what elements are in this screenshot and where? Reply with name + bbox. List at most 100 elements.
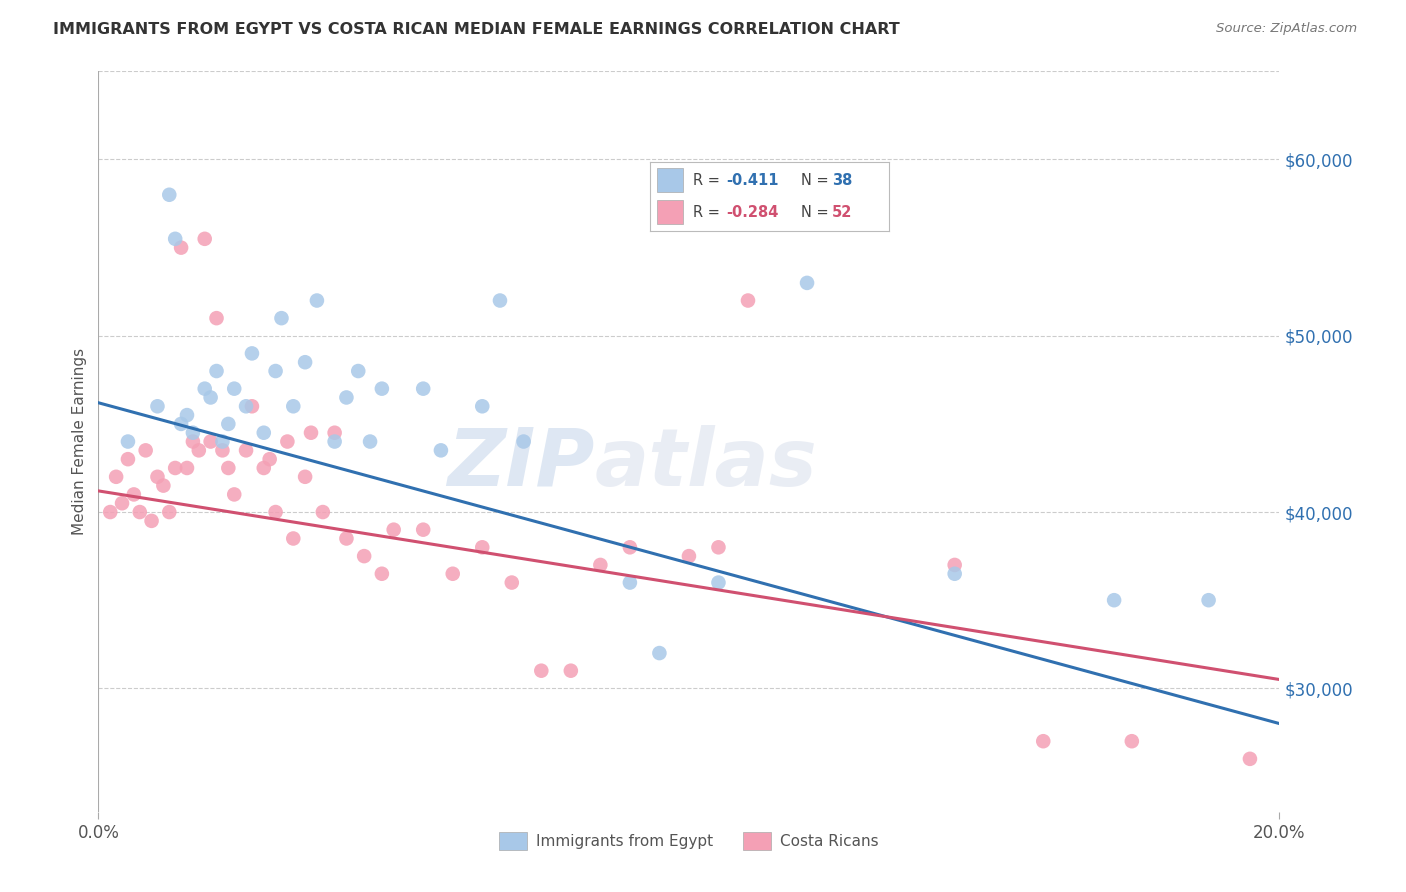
Point [707, 575, 730, 590]
Point [235, 443, 257, 458]
Point [211, 434, 233, 449]
Point [323, 425, 346, 440]
Point [371, 566, 394, 581]
Point [194, 232, 217, 246]
Point [205, 311, 228, 326]
Point [259, 452, 281, 467]
Bar [657, 169, 683, 192]
Point [217, 461, 239, 475]
Point [200, 391, 222, 405]
Point [1198, 593, 1220, 607]
Point [1239, 752, 1261, 766]
Point [240, 346, 263, 360]
Point [165, 461, 187, 475]
Point [176, 408, 198, 422]
Point [146, 399, 169, 413]
Point [353, 549, 375, 563]
Point [335, 532, 357, 546]
Point [560, 664, 582, 678]
Point [205, 364, 228, 378]
Point [294, 355, 316, 369]
Point [276, 434, 298, 449]
Text: Source: ZipAtlas.com: Source: ZipAtlas.com [1216, 22, 1357, 36]
Point [294, 470, 316, 484]
Point [347, 364, 370, 378]
Point [943, 566, 966, 581]
Legend: Immigrants from Egypt, Costa Ricans: Immigrants from Egypt, Costa Ricans [494, 826, 884, 856]
Text: N =: N = [801, 173, 832, 187]
Point [412, 523, 434, 537]
Point [105, 470, 128, 484]
Point [1121, 734, 1143, 748]
Point [211, 443, 233, 458]
Point [412, 382, 434, 396]
Point [648, 646, 671, 660]
Point [737, 293, 759, 308]
Point [796, 276, 818, 290]
Point [253, 425, 276, 440]
Point [312, 505, 335, 519]
Point [489, 293, 512, 308]
Point [305, 293, 328, 308]
Point [299, 425, 322, 440]
Point [135, 443, 157, 458]
Point [264, 364, 287, 378]
Y-axis label: Median Female Earnings: Median Female Earnings [72, 348, 87, 535]
Point [165, 232, 187, 246]
Point [253, 461, 276, 475]
Point [176, 461, 198, 475]
Point [111, 496, 134, 510]
Text: N =: N = [801, 205, 832, 220]
Point [128, 505, 150, 519]
Point [283, 532, 305, 546]
Bar [657, 201, 683, 225]
Point [283, 399, 305, 413]
Point [1032, 734, 1054, 748]
Point [471, 541, 494, 555]
Point [430, 443, 453, 458]
Point [530, 664, 553, 678]
Text: 38: 38 [832, 173, 852, 187]
Point [157, 187, 180, 202]
Point [117, 434, 139, 449]
Text: IMMIGRANTS FROM EGYPT VS COSTA RICAN MEDIAN FEMALE EARNINGS CORRELATION CHART: IMMIGRANTS FROM EGYPT VS COSTA RICAN MED… [53, 22, 900, 37]
Point [1102, 593, 1125, 607]
Point [122, 487, 145, 501]
Point [619, 541, 641, 555]
Point [270, 311, 292, 326]
Point [359, 434, 381, 449]
Point [264, 505, 287, 519]
Point [200, 434, 222, 449]
Point [471, 399, 494, 413]
Point [335, 391, 357, 405]
Point [707, 541, 730, 555]
Point [224, 487, 246, 501]
Point [501, 575, 523, 590]
Point [224, 382, 246, 396]
Point [141, 514, 163, 528]
Text: R =: R = [693, 173, 724, 187]
Point [235, 399, 257, 413]
Point [117, 452, 139, 467]
Point [157, 505, 180, 519]
Text: -0.284: -0.284 [727, 205, 779, 220]
Text: R =: R = [693, 205, 724, 220]
Point [382, 523, 405, 537]
Text: 52: 52 [832, 205, 852, 220]
Point [181, 434, 204, 449]
Point [146, 470, 169, 484]
Point [170, 241, 193, 255]
Point [170, 417, 193, 431]
Point [589, 558, 612, 572]
Point [187, 443, 209, 458]
Point [943, 558, 966, 572]
Point [371, 382, 394, 396]
Point [181, 425, 204, 440]
Point [323, 434, 346, 449]
Point [152, 478, 174, 492]
Text: -0.411: -0.411 [727, 173, 779, 187]
Text: atlas: atlas [595, 425, 817, 503]
Point [98, 505, 121, 519]
Point [194, 382, 217, 396]
Point [512, 434, 534, 449]
